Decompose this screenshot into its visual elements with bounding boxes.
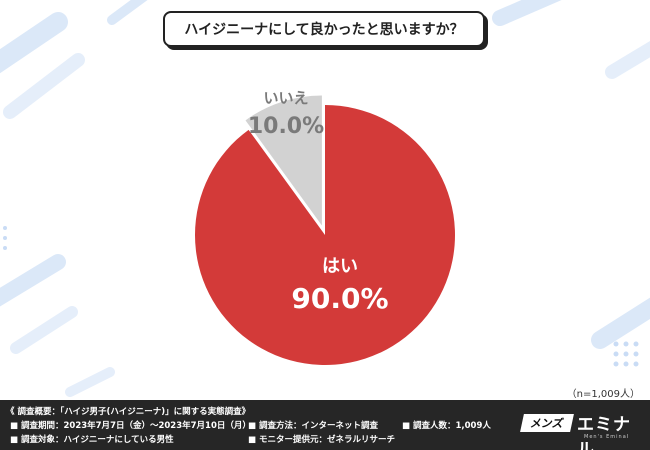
survey-method: ■ 調査方法：インターネット調査 bbox=[248, 421, 378, 431]
survey-target: ■ 調査対象：ハイジニーナにしている男性 bbox=[10, 435, 174, 445]
pie-slice-no bbox=[245, 95, 322, 226]
survey-count: ■ 調査人数：1,009人 bbox=[402, 421, 491, 431]
slice-value-yes: 90.0% bbox=[291, 282, 388, 315]
survey-footer: 《 調査概要：「ハイジ男子(ハイジニーナ)」に関する実態調査》 ■ 調査期間：2… bbox=[0, 400, 650, 450]
chart-area: はい 90.0% いいえ 10.0% ハイジニーナにして良かったと思いますか？ （n=… bbox=[0, 0, 650, 400]
slice-label-no: いいえ bbox=[263, 89, 308, 107]
slice-value-no: 10.0% bbox=[248, 114, 324, 139]
brand-logo: メンズ エミナル Men's Eminal bbox=[520, 405, 644, 450]
pie-slice-yes bbox=[194, 105, 455, 365]
brand-subtitle: Men's Eminal bbox=[584, 434, 630, 440]
sample-size-note: （n=1,009人） bbox=[566, 389, 640, 400]
survey-title: 《 調査概要：「ハイジ男子(ハイジニーナ)」に関する実態調査》 bbox=[6, 407, 251, 417]
question-callout: ハイジニーナにして良かったと思いますか？ bbox=[163, 11, 485, 47]
survey-provider: ■ モニター提供元：ゼネラルリサーチ bbox=[248, 435, 395, 445]
question-text: ハイジニーナにして良かったと思いますか？ bbox=[184, 22, 464, 38]
brand-name: エミナル bbox=[577, 415, 631, 450]
slice-label-yes: はい bbox=[322, 256, 358, 277]
pie-chart: はい 90.0% いいえ 10.0% bbox=[0, 0, 650, 397]
background-decor bbox=[0, 0, 650, 397]
brand-box: メンズ bbox=[520, 414, 574, 432]
survey-period: ■ 調査期間：2023年7月7日（金）〜2023年7月10日（月） bbox=[10, 421, 251, 431]
decor-dots bbox=[3, 226, 639, 367]
